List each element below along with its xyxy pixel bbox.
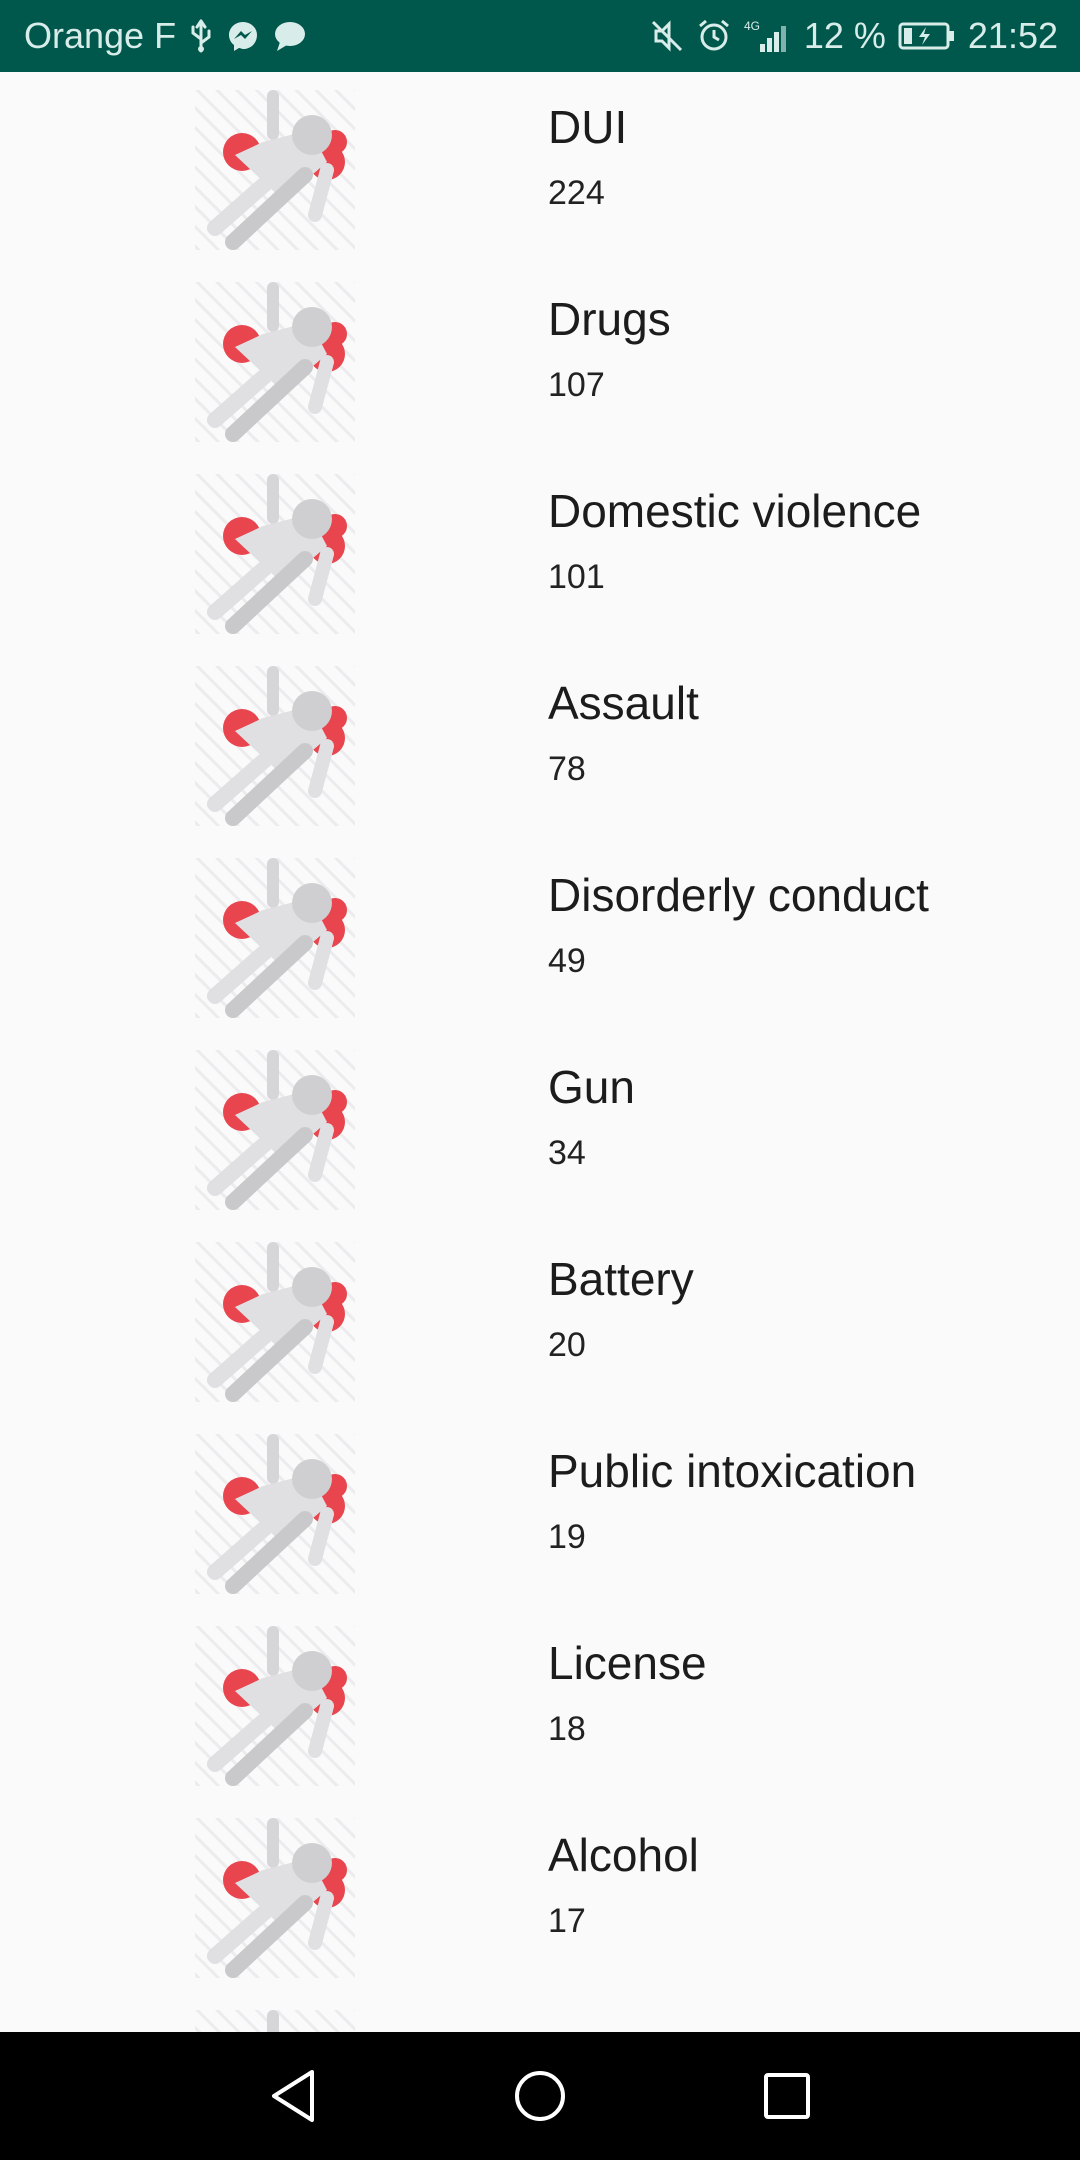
list-item[interactable]: DUI 224 [0,72,1080,264]
offense-title: License [548,1637,707,1689]
offense-title: DUI [548,101,628,153]
injured-person-icon [195,2010,355,2032]
offense-count: 17 [548,1902,586,1940]
injured-person-icon [195,1626,355,1786]
list-item[interactable] [0,1992,1080,2032]
offense-list[interactable]: DUI 224 [0,72,1080,2032]
status-bar: Orange F 4G 12 % [0,0,1080,72]
recents-icon[interactable] [737,2046,837,2146]
usb-icon [188,19,214,53]
status-bar-left: Orange F [24,15,308,57]
injured-person-icon [195,666,355,826]
signal-icon: 4G [744,18,792,54]
battery-charging-icon [898,21,956,51]
clock-time: 21:52 [967,15,1058,56]
mute-icon [650,19,684,53]
offense-count: 20 [548,1326,586,1364]
offense-title: Drugs [548,293,671,345]
messenger-icon [226,19,260,53]
back-icon[interactable] [243,2046,343,2146]
injured-person-icon [195,90,355,250]
network-type: 4G [744,19,760,33]
offense-count: 19 [548,1518,586,1556]
list-item[interactable]: Alcohol 17 [0,1800,1080,1992]
offense-count: 49 [548,942,586,980]
offense-count: 34 [548,1134,586,1172]
offense-count: 224 [548,174,605,212]
injured-person-icon [195,858,355,1018]
offense-title: Public intoxication [548,1445,917,1497]
offense-title: Disorderly conduct [548,869,929,921]
offense-count: 101 [548,558,605,596]
offense-title: Battery [548,1253,694,1305]
offense-title: Alcohol [548,1829,699,1881]
list-item[interactable]: Gun 34 [0,1032,1080,1224]
chat-icon [272,19,308,53]
list-item[interactable]: Domestic violence 101 [0,456,1080,648]
status-bar-right: 4G 12 % 21:52 [650,15,1058,57]
carrier-name: Orange F [24,15,177,56]
list-item[interactable]: Assault 78 [0,648,1080,840]
offense-title: Assault [548,677,699,729]
list-item[interactable]: Public intoxication 19 [0,1416,1080,1608]
injured-person-icon [195,282,355,442]
offense-count: 107 [548,366,605,404]
injured-person-icon [195,474,355,634]
offense-count: 18 [548,1710,586,1748]
list-item[interactable]: Battery 20 [0,1224,1080,1416]
battery-percent: 12 % [803,15,886,56]
offense-title: Domestic violence [548,485,922,537]
navigation-bar [0,2032,1080,2160]
list-item[interactable]: License 18 [0,1608,1080,1800]
injured-person-icon [195,1050,355,1210]
alarm-icon [696,18,732,54]
injured-person-icon [195,1434,355,1594]
list-item[interactable]: Disorderly conduct 49 [0,840,1080,1032]
injured-person-icon [195,1242,355,1402]
home-icon[interactable] [490,2046,590,2146]
list-item[interactable]: Drugs 107 [0,264,1080,456]
offense-title: Gun [548,1061,635,1113]
injured-person-icon [195,1818,355,1978]
offense-count: 78 [548,750,586,788]
